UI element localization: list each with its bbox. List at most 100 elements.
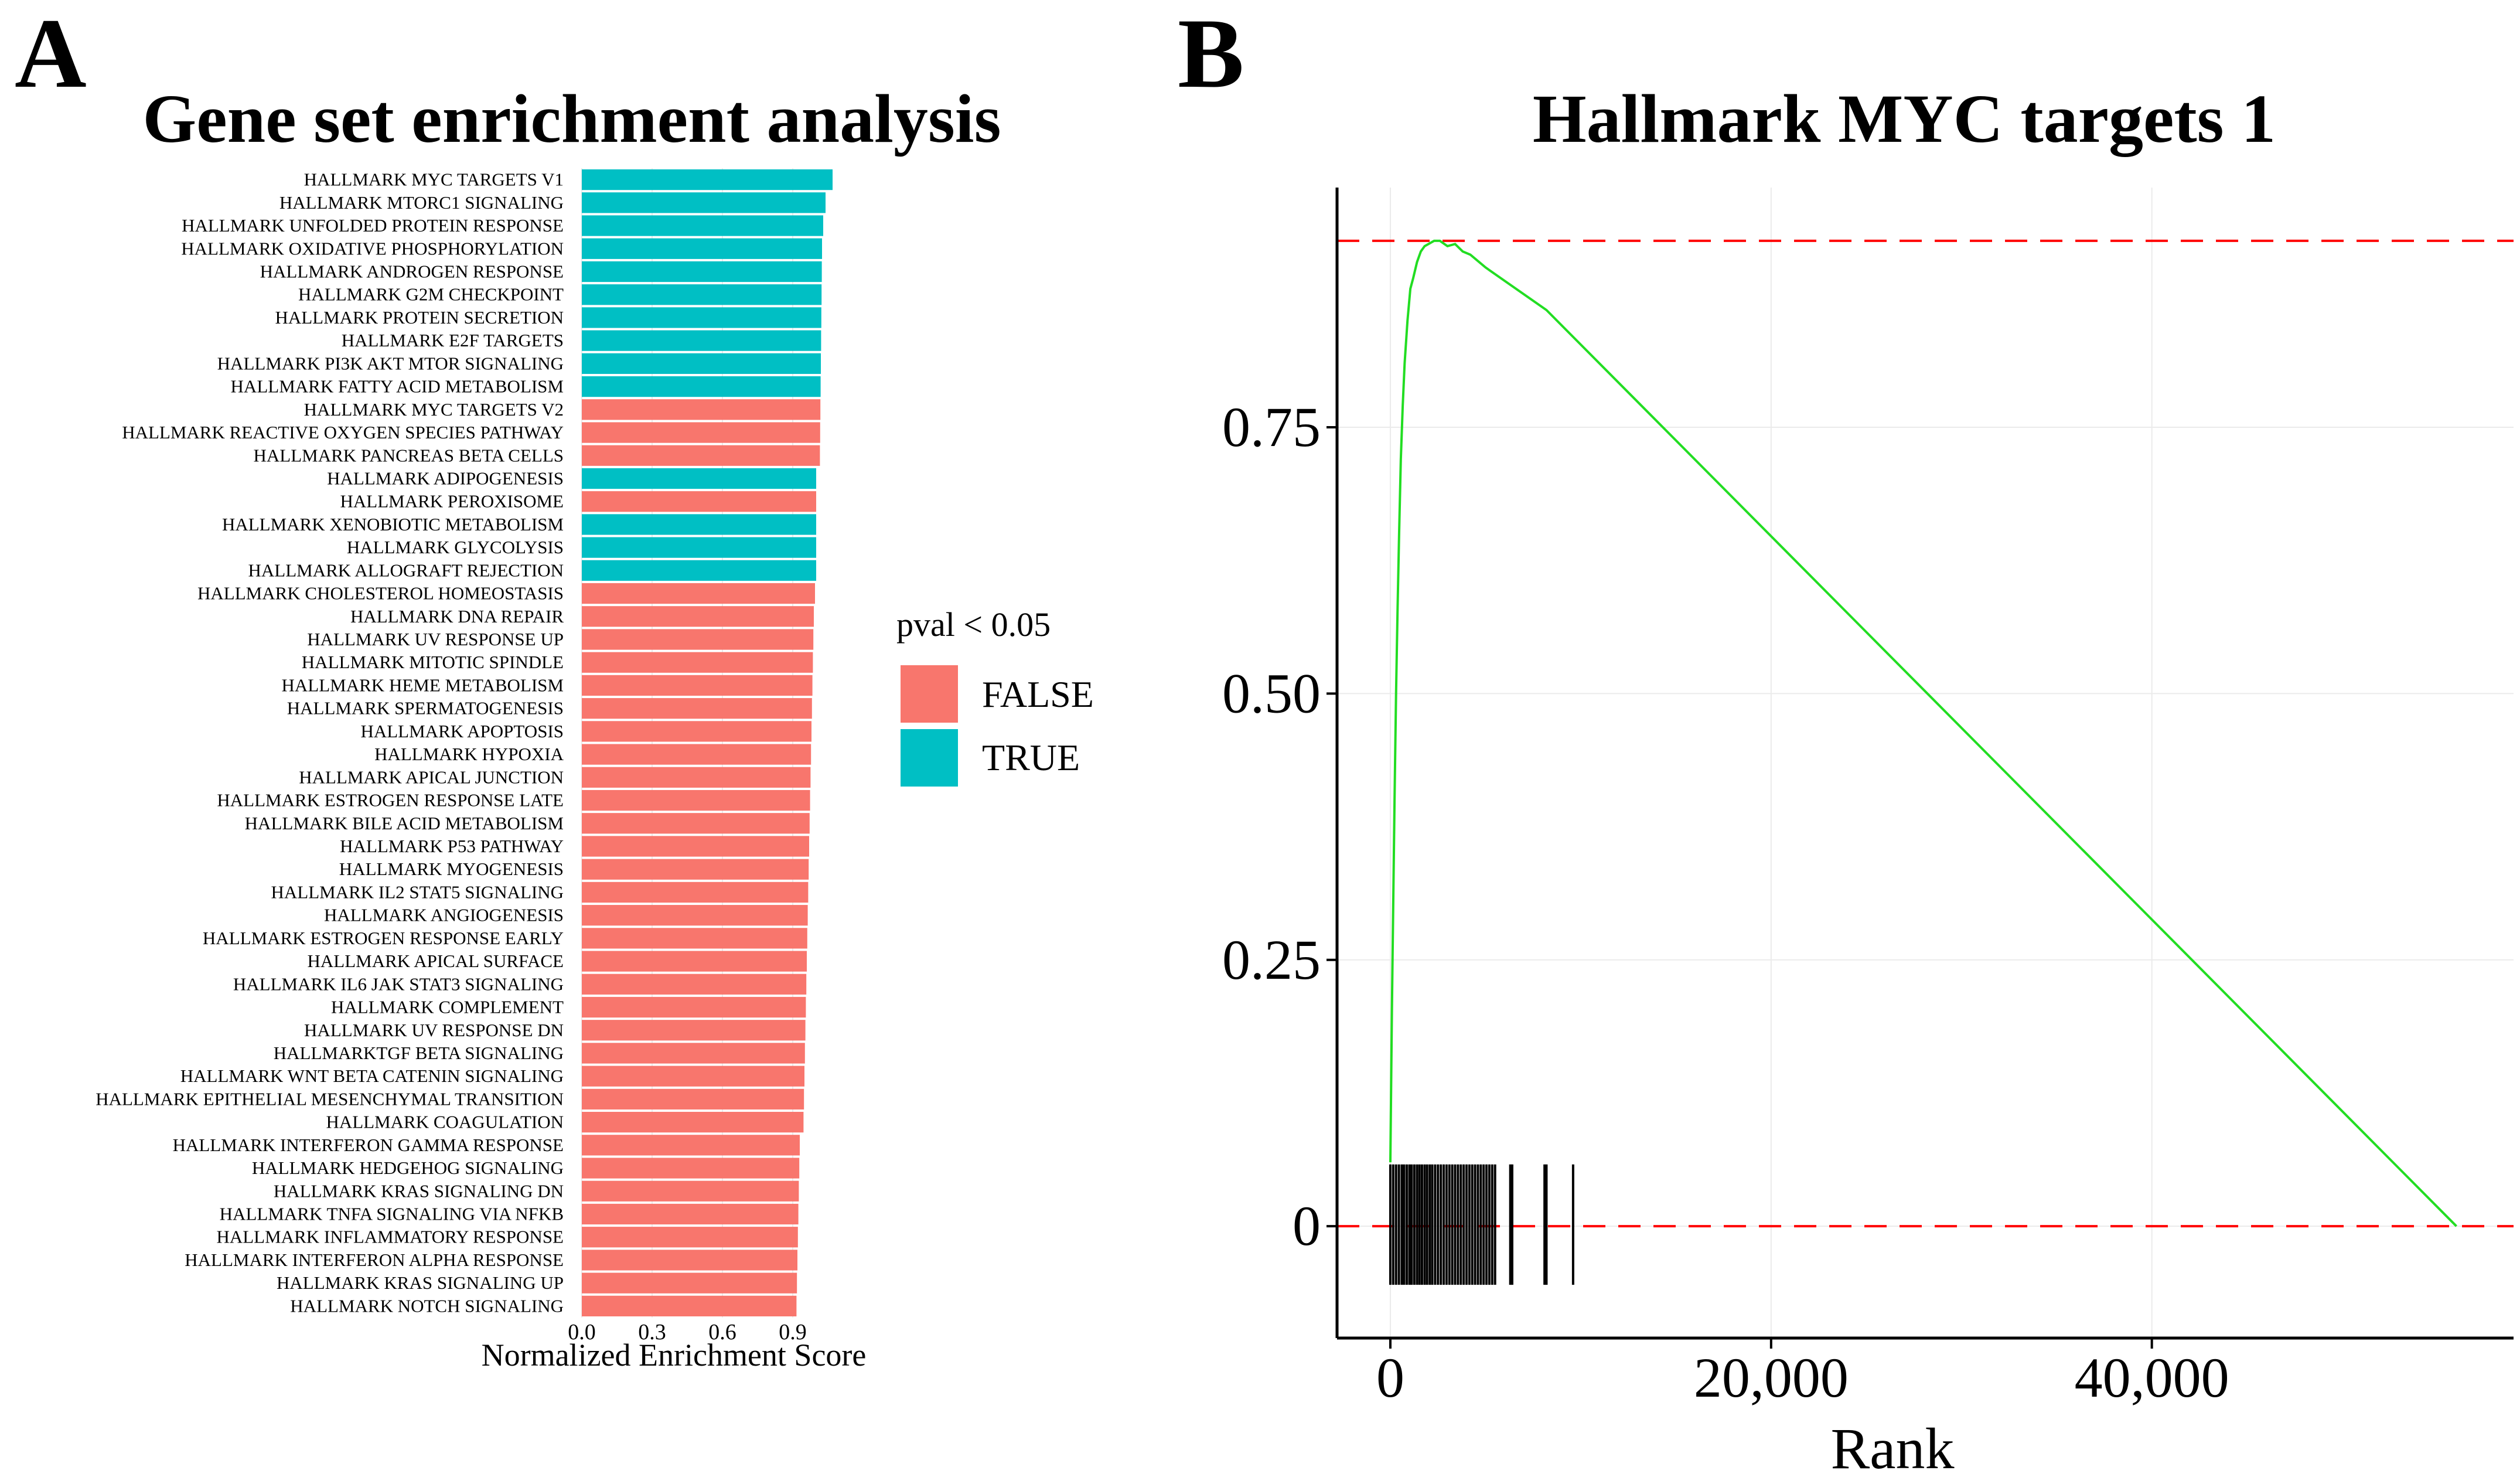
term-label: HALLMARK MITOTIC SPINDLE [302,652,564,672]
x-tick-label-a: 0.6 [708,1320,736,1345]
bar [582,813,810,834]
bar [582,376,821,397]
term-label: HALLMARK ESTROGEN RESPONSE LATE [217,790,564,811]
bar [582,996,806,1018]
term-label: HALLMARK GLYCOLYSIS [347,537,564,557]
bar [582,491,816,512]
term-label: HALLMARKTGF BETA SIGNALING [274,1043,564,1063]
legend-label-true: TRUE [982,737,1080,778]
bar [582,698,812,719]
x-tick-label-b: 20,000 [1694,1346,1849,1409]
bar [582,537,816,558]
gene-rug [1389,1164,1574,1285]
x-tick-label-b: 0 [1376,1346,1404,1409]
term-label: HALLMARK INFLAMMATORY RESPONSE [216,1227,564,1247]
y-ticks-b: 0 0.25 0.50 0.75 [1222,396,1337,1257]
term-label: HALLMARK ANDROGEN RESPONSE [260,261,564,281]
term-label: HALLMARK PEROXISOME [340,491,564,512]
y-tick-label: 0.25 [1222,928,1321,991]
bar [582,445,820,466]
bars-a [582,169,833,1316]
term-label: HALLMARK FATTY ACID METABOLISM [231,376,564,397]
term-label: HALLMARK WNT BETA CATENIN SIGNALING [180,1066,564,1086]
panel-a-title: Gene set enrichment analysis [142,80,1001,157]
term-label: HALLMARK EPITHELIAL MESENCHYMAL TRANSITI… [96,1088,564,1109]
term-label: HALLMARK IL2 STAT5 SIGNALING [271,881,564,902]
bar [582,1020,806,1041]
y-tick-label: 0 [1293,1194,1321,1257]
term-label: HALLMARK COAGULATION [326,1112,564,1132]
bar [582,238,822,259]
bar [582,789,810,811]
term-label: HALLMARK XENOBIOTIC METABOLISM [222,514,564,535]
bar [582,1272,797,1294]
bar [582,1250,797,1271]
bar [582,767,811,788]
reference-lines [1337,239,2514,1228]
term-label: HALLMARK TNFA SIGNALING VIA NFKB [220,1204,564,1224]
term-label: HALLMARK PI3K AKT MTOR SIGNALING [217,353,564,373]
panel-a-letter: A [15,0,87,108]
term-label: HALLMARK COMPLEMENT [331,997,564,1017]
legend-swatch-true [901,729,958,787]
bar [582,951,807,972]
legend: pval < 0.05 FALSE TRUE [896,605,1094,787]
bar [582,836,809,857]
bar [582,744,811,765]
bar [582,1158,800,1179]
term-label: HALLMARK INTERFERON GAMMA RESPONSE [173,1135,564,1155]
term-label: HALLMARK G2M CHECKPOINT [298,284,564,305]
bar [582,974,807,995]
term-label: HALLMARK BILE ACID METABOLISM [245,813,564,833]
term-label: HALLMARK KRAS SIGNALING UP [277,1272,564,1293]
x-axis-title-b: Rank [1830,1416,1954,1481]
enrichment-score-line [1389,239,2457,1227]
y-tick-label: 0.75 [1222,396,1321,458]
x-tick-label-a: 0.0 [568,1320,596,1345]
bar [582,284,822,305]
term-label: HALLMARK E2F TARGETS [342,330,564,350]
bar [582,1180,799,1202]
term-label: HALLMARK UV RESPONSE UP [307,629,564,649]
panel-b-letter: B [1178,0,1244,108]
x-tick-label-b: 40,000 [2075,1346,2229,1409]
panel-b: B Hallmark MYC targets 1 0 0.25 0.50 0.75 0… [1178,0,2514,1481]
bar [582,928,807,949]
term-label: HALLMARK DNA REPAIR [350,606,564,627]
bar [582,859,809,880]
bar [582,307,821,328]
term-label: HALLMARK REACTIVE OXYGEN SPECIES PATHWAY [122,422,564,443]
bar [582,1295,797,1316]
term-label: HALLMARK MYC TARGETS V2 [304,399,564,420]
bar [582,905,808,926]
term-label: HALLMARK ADIPOGENESIS [327,468,564,488]
bar [582,1112,804,1133]
bar [582,1066,804,1087]
bar [582,652,813,673]
bar [582,169,833,190]
term-label: HALLMARK OXIDATIVE PHOSPHORYLATION [181,238,564,258]
term-label: HALLMARK PANCREAS BETA CELLS [254,445,564,465]
x-tick-label-a: 0.3 [638,1320,666,1345]
bar [582,192,826,213]
term-label: HALLMARK PROTEIN SECRETION [275,307,564,328]
bar [582,606,814,627]
bar [582,1203,799,1225]
bar [582,583,815,604]
term-label: HALLMARK ESTROGEN RESPONSE EARLY [203,928,564,948]
x-axis-title-a: Normalized Enrichment Score [482,1337,867,1373]
term-label: HALLMARK P53 PATHWAY [340,836,564,856]
term-label: HALLMARK ALLOGRAFT REJECTION [248,560,564,580]
bar [582,721,811,742]
bar [582,1088,804,1110]
bar [582,629,814,650]
bar [582,1043,805,1064]
bar [582,399,821,420]
term-label: HALLMARK APOPTOSIS [360,721,564,741]
term-label: HALLMARK MYOGENESIS [339,859,564,879]
term-label: HALLMARK HYPOXIA [374,744,564,764]
panel-a: A Gene set enrichment analysis HALLMARK … [15,0,1094,1373]
axes-b [1335,188,2514,1340]
